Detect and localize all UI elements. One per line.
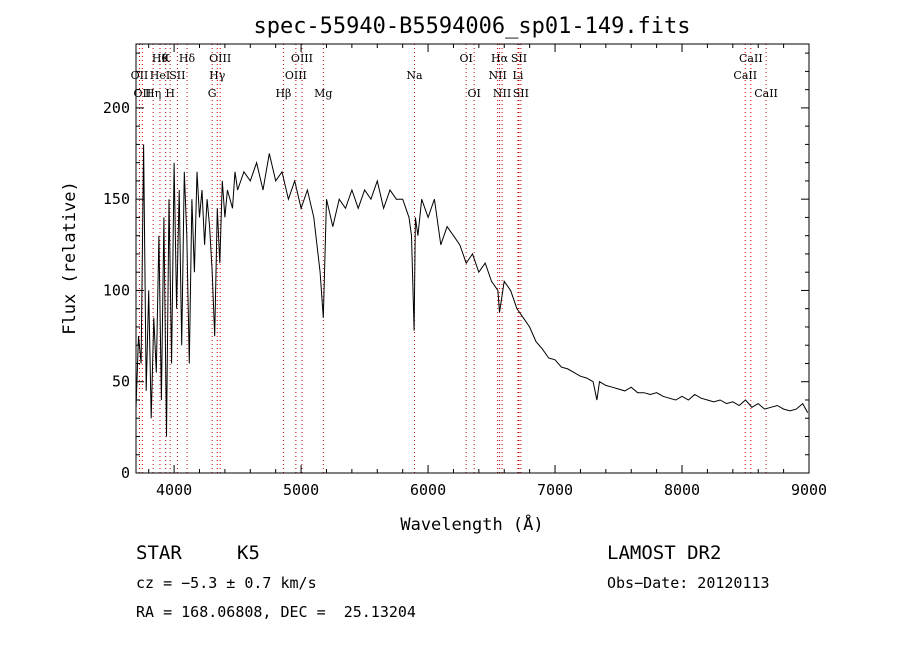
line-label: OI xyxy=(467,87,480,100)
line-label: NII xyxy=(488,69,506,82)
line-label: Hδ xyxy=(179,52,196,65)
line-markers xyxy=(138,44,767,473)
survey-name: LAMOST DR2 xyxy=(607,542,722,564)
x-tick-label: 8000 xyxy=(664,481,700,499)
redshift-value: cz = −5.3 ± 0.7 km/s xyxy=(136,574,317,592)
y-tick-label: 100 xyxy=(103,281,130,299)
line-label: Hβ xyxy=(275,87,291,100)
line-label: Hγ xyxy=(209,69,226,82)
line-label: K xyxy=(162,52,171,65)
line-label: OII xyxy=(133,87,151,100)
x-tick-label: 6000 xyxy=(410,481,446,499)
y-tick-label: 50 xyxy=(112,373,130,391)
object-class: STAR xyxy=(136,542,182,564)
y-tick-label: 150 xyxy=(103,190,130,208)
coordinates: RA = 168.06808, DEC = 25.13204 xyxy=(136,603,416,621)
x-axis-label: Wavelength (Å) xyxy=(400,513,543,535)
object-subclass: K5 xyxy=(237,542,260,564)
line-label: H xyxy=(165,87,175,100)
line-label: OII xyxy=(131,69,149,82)
y-tick-label: 200 xyxy=(103,99,130,117)
line-label: SII xyxy=(169,69,185,82)
line-label: OIII xyxy=(291,52,313,65)
line-label: Na xyxy=(406,69,423,82)
line-label: CaII xyxy=(739,52,763,65)
chart-title: spec-55940-B5594006_sp01-149.fits xyxy=(253,14,690,39)
plot-frame xyxy=(135,43,810,474)
line-label: HeI xyxy=(150,69,170,82)
x-tick-label: 9000 xyxy=(791,481,827,499)
line-label: Mg xyxy=(314,87,332,100)
x-tick-label: 7000 xyxy=(537,481,573,499)
line-label: CaII xyxy=(733,69,757,82)
y-tick-label: 0 xyxy=(121,464,130,482)
line-label: OIII xyxy=(285,69,307,82)
line-label: Hα xyxy=(491,52,509,65)
x-tick-label: 4000 xyxy=(156,481,192,499)
line-label: Hθ xyxy=(152,52,169,65)
x-tick-label: 5000 xyxy=(283,481,319,499)
line-label: G xyxy=(208,87,217,100)
line-label: OIII xyxy=(209,52,231,65)
observation-date: Obs−Date: 20120113 xyxy=(607,574,770,592)
y-axis: 0 50 100 150 200 xyxy=(103,52,809,482)
y-axis-label: Flux (relative) xyxy=(60,181,80,335)
spectrum-line xyxy=(135,144,809,437)
line-label: NII xyxy=(493,87,511,100)
line-label: OI xyxy=(459,52,472,65)
line-label: CaII xyxy=(754,87,778,100)
line-labels: OIIOIIHηHθHeIKHSIIHδGHγOIIIHβOIIIOIIIMgN… xyxy=(131,52,778,100)
line-label: Hη xyxy=(145,87,161,100)
line-label: Li xyxy=(513,69,524,82)
line-label: SII xyxy=(513,87,529,100)
x-axis: 4000 5000 6000 7000 8000 9000 xyxy=(148,44,827,499)
line-label: SII xyxy=(511,52,527,65)
